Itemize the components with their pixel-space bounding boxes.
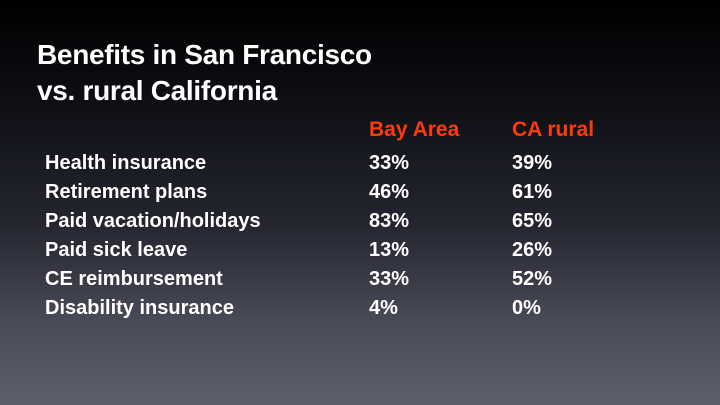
benefit-label: Paid sick leave: [45, 239, 188, 261]
bay-area-value: 13%: [369, 239, 410, 261]
benefit-label: CE reimbursement: [45, 268, 223, 290]
benefits-table: Bay Area CA rural Health insurance 33% 3…: [45, 118, 632, 326]
ca-rural-value: 0%: [512, 297, 541, 319]
bay-area-value: 83%: [369, 210, 410, 232]
ca-rural-value: 61%: [512, 181, 553, 203]
benefit-label: Health insurance: [45, 152, 207, 174]
ca-rural-value: 39%: [512, 152, 553, 174]
table-row: Disability insurance 4% 0%: [45, 297, 632, 326]
table-row: CE reimbursement 33% 52%: [45, 268, 632, 297]
table-row: Health insurance 33% 39%: [45, 152, 632, 181]
bay-area-value: 33%: [369, 152, 410, 174]
bay-area-value: 33%: [369, 268, 410, 290]
ca-rural-value: 26%: [512, 239, 553, 261]
table-row: Retirement plans 46% 61%: [45, 181, 632, 210]
benefit-label: Disability insurance: [45, 297, 234, 319]
table-header-row: Bay Area CA rural: [45, 118, 632, 152]
header-benefit: [45, 118, 369, 152]
benefit-label: Retirement plans: [45, 181, 208, 203]
header-bay-area: Bay Area: [369, 118, 460, 141]
table-row: Paid sick leave 13% 26%: [45, 239, 632, 268]
bay-area-value: 4%: [369, 297, 398, 319]
header-ca-rural: CA rural: [512, 118, 595, 141]
bay-area-value: 46%: [369, 181, 410, 203]
ca-rural-value: 52%: [512, 268, 553, 290]
ca-rural-value: 65%: [512, 210, 553, 232]
benefit-label: Paid vacation/holidays: [45, 210, 261, 232]
table-row: Paid vacation/holidays 83% 65%: [45, 210, 632, 239]
title-line-2: vs. rural California: [37, 75, 277, 106]
title-line-1: Benefits in San Francisco: [37, 39, 372, 70]
slide-title: Benefits in San Francisco vs. rural Cali…: [37, 37, 372, 109]
